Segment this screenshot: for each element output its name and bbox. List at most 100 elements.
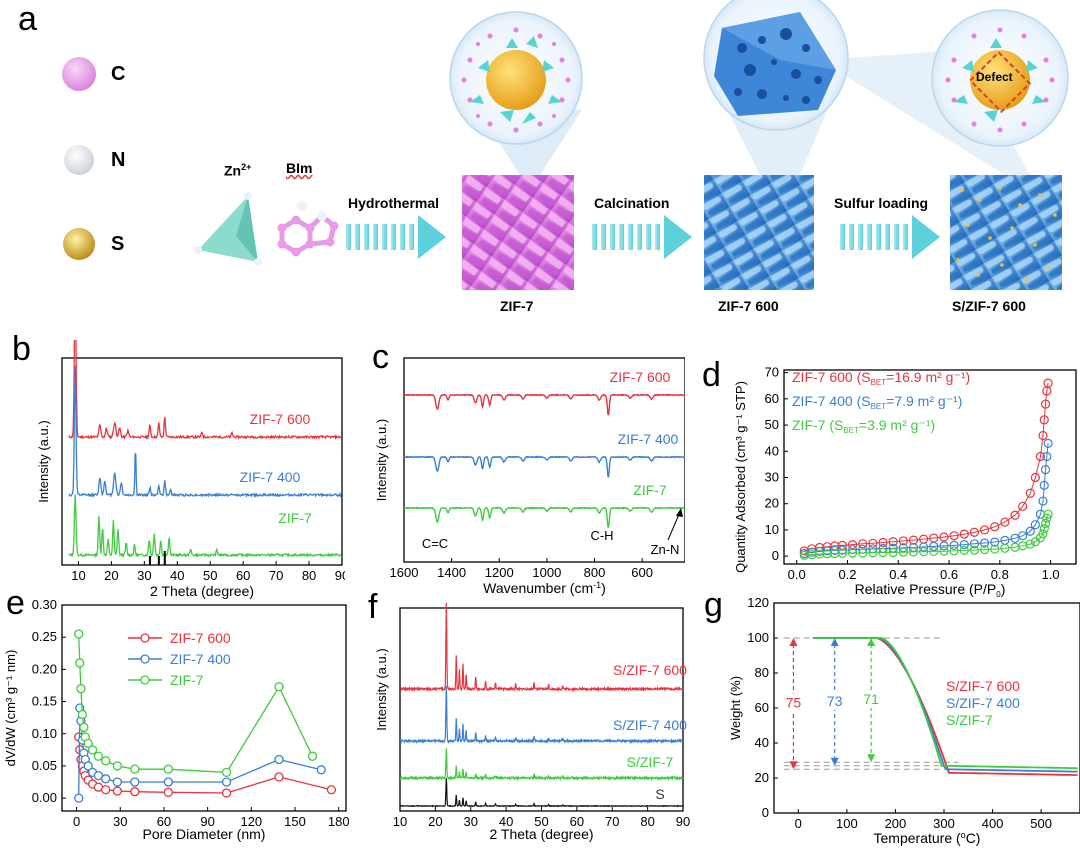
panel-b-letter: b [12,330,31,368]
chart-d-data-point [1043,378,1053,388]
chart-f-xtick-label: 80 [640,814,654,829]
bet-isotherm-chart-d: 0.0 0.2 0.4 0.6 0.8 1.0 0 10 20 30 40 50 60 70 ZIF-7 6… [733,365,1077,599]
panel-e-letter: e [6,584,25,622]
chart-d-data-point [959,545,969,555]
bim-label: BIm [286,160,313,176]
chart-g-arrowhead-up-icon [789,638,798,646]
chart-b-series-label: ZIF-7 600 [250,411,311,427]
defect-core-shell-bubble [931,9,1069,147]
chart-e-data-point [79,722,89,732]
chart-e-data-point [130,777,140,787]
chart-c-annotation-cc: C=C [422,536,448,551]
chart-b-xtick-label: 80 [302,568,316,583]
chart-e-data-point [112,777,122,787]
chart-f-xlabel: 2 Theta (degree) [489,826,593,842]
chart-d-data-point [939,546,949,556]
chart-e-data-point [101,756,111,766]
chart-e-data-point [112,761,122,771]
chart-e-frame [61,604,347,812]
chart-e-legend-marker [140,633,150,643]
chart-f-xtick-label: 20 [428,814,442,829]
chart-g-mass-loss-label: 73 [827,693,843,709]
chart-d-data-point [1040,518,1051,528]
step-sulfur-loading: Sulfur loading [834,195,929,211]
chart-b-xtick-label: 20 [104,568,118,583]
xrd-chart-f: 10 20 30 40 50 60 70 80 90 S/ZIF-7 600 S/ZIF-7 400… [374,602,690,842]
chart-e-data-point [74,793,84,803]
chart-g-ytick-label: 100 [747,630,769,645]
chart-e-data-point [221,777,232,787]
chart-d-data-point [1018,531,1028,541]
chart-d-xtick-label: 0.2 [838,567,856,582]
chart-d-data-point [1042,513,1052,523]
chart-e-data-point [83,761,93,771]
chart-e-legend-label: ZIF-7 [170,672,204,688]
zif7-core-shell-bubble [449,11,583,145]
chart-d-data-point [979,525,990,535]
chart-d-data-point [847,548,858,558]
chart-d-ytick-label: 50 [765,417,779,432]
panel-a-scheme [62,0,1069,290]
legend-s-label: S [111,233,125,255]
chart-d-data-point [1038,529,1048,539]
chart-c-frame [403,357,685,563]
chart-e-data-point [221,788,232,798]
chart-c-xtick-label: 1400 [437,565,466,580]
chart-c-series-line [403,393,685,416]
chart-b-xtick-label: 10 [71,568,85,583]
chart-d-frame [783,369,1077,565]
chart-f-series-line [399,778,684,808]
chart-d-data-point [969,545,980,555]
chart-g-arrowhead-up-icon [830,638,839,646]
chart-b-series-label: ZIF-7 400 [240,469,301,485]
porous-carbon-bubble [703,0,849,131]
defect-label: Defect [976,70,1013,84]
chart-d-data-point [1000,517,1010,527]
chart-d-data-point [1025,488,1035,498]
chart-d-xtick-label: 1.0 [1042,567,1060,582]
chart-e-xtick-label: 90 [200,814,214,829]
chart-f-xtick-label: 90 [676,814,690,829]
nitrogen-sphere-icon [64,145,94,175]
chart-d-data-point [979,544,990,555]
pore-distribution-chart-e: 0 30 60 90 120 150 180 0.00 0.05 0.10 0.15 0.20 0.25… [3,597,350,842]
chart-c-xtick-label: 800 [584,565,606,580]
chart-c-xlabel: Wavenumber (cm-1) [483,580,606,596]
chart-e-data-point [163,787,173,797]
chart-g-frame [773,602,1080,814]
chart-c-xtick-label: 600 [631,565,653,580]
chart-d-data-point [959,529,969,539]
chart-d-data-point [1039,415,1049,425]
chart-b-series-line [68,494,342,559]
chart-d-series-line [804,514,1049,556]
chart-f-series-line [399,748,684,782]
chart-e-legend-marker [140,654,150,664]
chart-d-data-point [949,531,959,541]
chart-g-arrowhead-down-icon [830,757,839,766]
chart-d-data-point [868,548,878,558]
panel-f-letter: f [368,588,378,626]
chart-e-data-point [163,777,173,787]
panel-d-letter: d [702,356,721,394]
xrd-chart-b: 10 20 30 40 50 60 70 80 90 ZIF-7 600 ZIF-7 400 ZIF-… [36,340,345,599]
chart-c-series-line [403,506,685,528]
chart-f-series-label: S/ZIF-7 600 [613,662,687,678]
chart-d-data-point [878,537,888,548]
chart-d-ytick-label: 10 [765,522,779,537]
chart-e-ytick-label: 0.25 [32,629,57,644]
chart-e-data-point [326,785,337,795]
chart-g-xtick-label: 100 [836,816,858,831]
chart-e-data-point [316,765,326,775]
chart-g-arrowhead-up-icon [867,638,876,646]
chart-g-mass-loss-bg [782,693,805,712]
chart-e-data-point [93,751,104,761]
chart-c-annotation-ch: C-H [590,528,613,543]
chart-d-ytick-label: 0 [772,548,779,563]
chart-d-data-point [1025,539,1035,549]
chart-e-ylabel: dV/dW (cm³ g⁻¹ nm) [3,650,18,767]
chart-g-arrowhead-down-icon [789,761,798,770]
chart-c-annotation-znn: Zn-N [651,542,680,557]
chart-d-data-point [898,536,908,546]
zif7-600-crystal-image [704,175,814,290]
chart-d-data-point [1040,465,1051,475]
